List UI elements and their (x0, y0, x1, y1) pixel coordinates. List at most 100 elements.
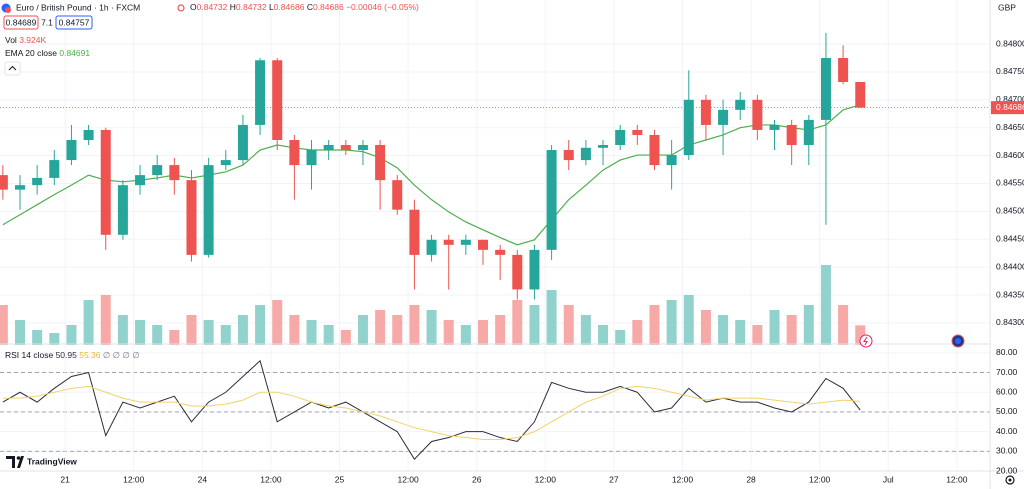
candle-body (477, 239, 488, 250)
candle-body (460, 239, 471, 245)
volume-bar (15, 320, 26, 345)
volume-bar (683, 295, 694, 345)
volume-bar (700, 310, 711, 345)
symbol-title[interactable]: Euro / British Pound · 1h · FXCM (16, 2, 140, 12)
x-tick-label: 12:00 (123, 474, 145, 484)
volume-bar (0, 305, 8, 345)
candle-body (700, 99, 711, 125)
x-tick-label: 12:00 (946, 474, 968, 484)
volume-bar (220, 325, 231, 345)
candle-body (117, 185, 128, 235)
currency[interactable]: GBP (998, 2, 1016, 12)
candle-body (718, 109, 729, 125)
rsi-legend: RSI 14 close 50.95 55.36 ∅ ∅ ∅ ∅ (5, 350, 140, 360)
rsi-tick-label: 20.00 (996, 465, 1018, 475)
legend-key: L (269, 2, 274, 12)
collapse-button[interactable] (4, 61, 21, 76)
rsi-tick-label: 60.00 (996, 387, 1018, 397)
volume-bar (83, 300, 94, 345)
candle-body (340, 145, 351, 151)
y-tick-label: 0.84300 (996, 317, 1024, 327)
spread: 7.1 (41, 17, 53, 27)
candle-body (306, 150, 317, 166)
volume-bar (786, 315, 797, 345)
candle-body (769, 124, 780, 130)
x-tick-label: 12:00 (397, 474, 419, 484)
candle-body (66, 139, 77, 161)
x-tick-label: 24 (198, 474, 208, 484)
legend-value: 50.95 (56, 350, 78, 360)
volume-bar (546, 290, 557, 345)
sell-button[interactable] (3, 15, 39, 30)
volume-bar (272, 300, 283, 345)
legend-title: EMA 20 close (5, 48, 57, 58)
legend-key: O (190, 2, 197, 12)
volume-bar (615, 330, 626, 345)
volume-bar (477, 320, 488, 345)
candle-body (255, 60, 266, 125)
volume-bar (855, 325, 866, 345)
volume-bar (186, 315, 197, 345)
settings-icon[interactable] (1005, 475, 1015, 485)
rsi-tick-label: 30.00 (996, 446, 1018, 456)
legend-key: C (307, 2, 313, 12)
brand-logo[interactable]: TradingView (6, 456, 77, 468)
volume-bar (289, 315, 300, 345)
candle-body (786, 124, 797, 146)
y-tick-label: 0.84450 (996, 234, 1024, 244)
volume-bar (632, 320, 643, 345)
x-tick-label: 28 (746, 474, 756, 484)
x-tick-label: 12:00 (809, 474, 831, 484)
symbol-icon (5, 7, 11, 13)
volume-bar (375, 310, 386, 345)
x-tick-label: 21 (60, 474, 70, 484)
y-tick-label: 0.84350 (996, 289, 1024, 299)
candle-body (752, 99, 763, 130)
ask-price[interactable]: 0.84757 (59, 17, 90, 27)
candle-body (803, 119, 814, 146)
legend-title: RSI 14 close (5, 350, 53, 360)
buy-button[interactable] (55, 15, 93, 30)
lightning-icon (863, 336, 868, 346)
candle-body (615, 129, 626, 146)
volume-bar (529, 305, 540, 345)
y-tick-label: 0.84750 (996, 66, 1024, 76)
candle-body (289, 139, 300, 166)
volume-bar (237, 315, 248, 345)
data-layer (0, 32, 990, 461)
ema-legend: EMA 20 close 0.84691 (5, 48, 90, 58)
rsi-line (2, 385, 861, 441)
gear (1005, 475, 1015, 485)
legend-key: H (230, 2, 236, 12)
volume-bar (820, 265, 831, 345)
legend-value: 0.84686 (313, 2, 344, 12)
x-tick-label: 12:00 (260, 474, 282, 484)
candle-body (666, 155, 677, 166)
candle-body (237, 124, 248, 161)
volume-bar (718, 315, 729, 345)
last-price-label: 0.84686 (996, 102, 1024, 112)
candle-body (220, 160, 231, 166)
legend-value: 0.84732 (236, 2, 267, 12)
y-tick-label: 0.84700 (996, 94, 1024, 104)
x-tick-label: 12:00 (535, 474, 557, 484)
candle-body (357, 145, 368, 151)
volume-bar (409, 305, 420, 345)
rsi-tick-label: 80.00 (996, 347, 1018, 357)
candle-body (392, 180, 403, 210)
volume-bar (152, 325, 163, 345)
legend-value: 0.84686 (274, 2, 305, 12)
volume-bar (357, 315, 368, 345)
volume-bar (649, 305, 660, 345)
bid-price[interactable]: 0.84689 (6, 17, 37, 27)
rsi-line (2, 359, 861, 461)
volume-bar (135, 320, 146, 345)
volume-bar (580, 315, 591, 345)
market-status (177, 4, 185, 12)
candle-body (323, 145, 334, 151)
legend-value: ∅ ∅ ∅ ∅ (103, 350, 140, 360)
candle-body (0, 175, 8, 190)
y-tick-label: 0.84800 (996, 38, 1024, 48)
volume-bar (838, 305, 849, 345)
